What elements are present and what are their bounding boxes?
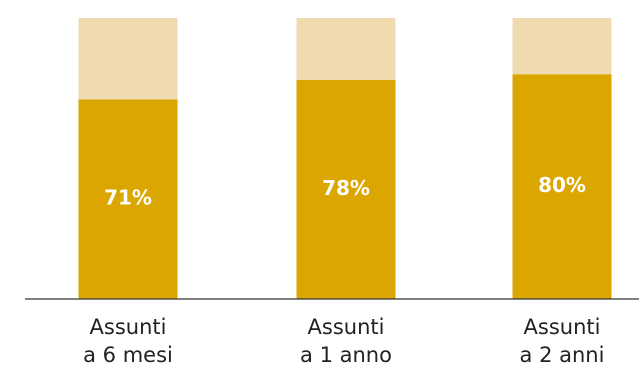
x-tick-label: Assunti a 1 anno [300, 315, 392, 367]
value-label: 71% [104, 186, 152, 210]
bar-segment [512, 18, 612, 75]
bar-segment [296, 79, 396, 299]
bar-segment [78, 18, 178, 100]
bar-segment [296, 18, 396, 80]
value-label: 78% [322, 176, 370, 200]
value-label: 80% [538, 173, 586, 197]
bar-segment [512, 74, 612, 299]
x-tick-label: Assunti a 2 anni [519, 315, 605, 367]
bar-segment [78, 99, 178, 300]
x-tick-label: Assunti a 6 mesi [83, 315, 173, 367]
